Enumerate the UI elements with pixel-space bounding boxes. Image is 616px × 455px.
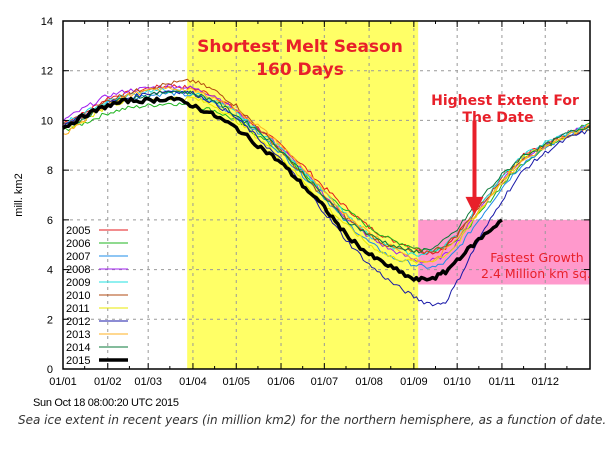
legend-label-2013: 2013	[66, 329, 90, 341]
x-tick-label: 01/07	[311, 376, 339, 388]
y-tick-label: 14	[41, 16, 53, 28]
highest-extent-annotation-line1: Highest Extent For	[431, 93, 579, 109]
fastest-growth-annotation-line1: Fastest Growth	[490, 250, 583, 265]
legend-label-2012: 2012	[66, 316, 90, 328]
legend-label-2007: 2007	[66, 251, 90, 263]
y-tick-label: 8	[47, 165, 53, 177]
legend-label-2010: 2010	[66, 290, 90, 302]
y-tick-label: 4	[47, 265, 53, 277]
y-tick-label: 10	[41, 115, 53, 127]
axis-ticks: 0 2 4 6 8 10 12 14 01/01 01/02 01/03 01/04 01/05 01/0…	[41, 16, 590, 388]
x-tick-label: 01/04	[179, 376, 207, 388]
sea-ice-extent-chart: 0 2 4 6 8 10 12 14 01/01 01/02 01/03 01/04 01/05 01/0…	[13, 16, 591, 388]
plot-frame	[62, 20, 591, 370]
caption: Sea ice extent in recent years (in milli…	[18, 413, 607, 427]
x-tick-label: 01/05	[222, 376, 250, 388]
y-tick-label: 6	[47, 215, 53, 227]
melt-season-band	[187, 21, 419, 369]
x-tick-label: 01/12	[531, 376, 559, 388]
legend-label-2005: 2005	[66, 225, 90, 237]
legend: 2005200620072008200920102011201220132014…	[66, 225, 128, 367]
grid-lines	[63, 21, 590, 369]
y-tick-label: 2	[47, 314, 53, 326]
series-line-2014	[62, 90, 591, 254]
series-line-2010	[62, 78, 591, 255]
legend-label-2011: 2011	[66, 303, 90, 315]
y-tick-label: 12	[41, 66, 53, 78]
y-axis-label: mill. km2	[13, 173, 25, 216]
fastest-growth-annotation-line2: 2.4 Million km sq.	[481, 266, 591, 281]
legend-label-2008: 2008	[66, 264, 90, 276]
x-tick-label: 01/02	[94, 376, 122, 388]
legend-label-2014: 2014	[66, 342, 90, 354]
x-tick-label: 01/03	[134, 376, 162, 388]
x-tick-label: 01/10	[443, 376, 471, 388]
legend-label-2006: 2006	[66, 238, 90, 250]
series-lines	[61, 78, 591, 307]
x-tick-label: 01/11	[489, 376, 516, 388]
legend-label-2015: 2015	[66, 355, 90, 367]
timestamp: Sun Oct 18 08:00:20 UTC 2015	[33, 397, 179, 409]
y-tick-label: 0	[47, 364, 53, 376]
down-arrow	[465, 120, 484, 215]
x-tick-label: 01/08	[355, 376, 383, 388]
series-line-2015	[61, 95, 503, 283]
melt-season-annotation-line2: 160 Days	[256, 60, 344, 80]
x-tick-label: 01/09	[400, 376, 428, 388]
series-line-2013	[62, 86, 591, 263]
x-tick-label: 01/06	[267, 376, 295, 388]
melt-season-annotation-line1: Shortest Melt Season	[197, 37, 403, 57]
arrow-head	[465, 196, 484, 215]
highest-extent-annotation-line2: The Date	[462, 110, 533, 126]
annotations: Shortest Melt Season 160 Days Highest Ex…	[197, 37, 591, 281]
highlight-layer	[187, 21, 590, 369]
x-tick-label: 01/01	[49, 376, 77, 388]
legend-label-2009: 2009	[66, 277, 90, 289]
